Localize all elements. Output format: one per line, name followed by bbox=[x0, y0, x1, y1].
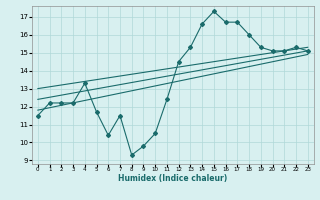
X-axis label: Humidex (Indice chaleur): Humidex (Indice chaleur) bbox=[118, 174, 228, 183]
